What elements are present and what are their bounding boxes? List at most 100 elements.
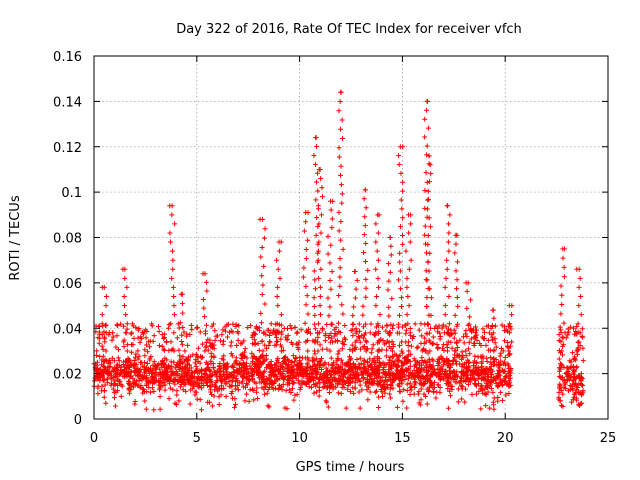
data-point	[367, 330, 373, 336]
data-point	[121, 293, 127, 299]
data-point	[284, 325, 290, 331]
data-point	[311, 304, 317, 310]
data-point	[389, 354, 395, 360]
data-point	[341, 342, 347, 348]
data-point	[135, 365, 141, 371]
data-point	[224, 374, 230, 380]
data-point	[338, 376, 344, 382]
data-point	[297, 386, 303, 392]
data-point	[417, 380, 423, 386]
data-point	[376, 394, 382, 400]
data-point	[171, 359, 177, 365]
data-point	[557, 361, 563, 367]
data-point	[493, 374, 499, 380]
data-point	[317, 371, 323, 377]
data-point	[484, 355, 490, 361]
data-point	[168, 372, 174, 378]
data-point	[474, 371, 480, 377]
data-point	[300, 274, 306, 280]
data-point	[361, 232, 367, 238]
data-point	[187, 332, 193, 338]
data-point	[275, 330, 281, 336]
data-point	[425, 233, 431, 239]
y-tick-label: 0.04	[53, 322, 82, 337]
data-point	[431, 385, 437, 391]
data-point	[483, 392, 489, 398]
data-point	[312, 326, 318, 332]
data-point	[496, 368, 502, 374]
data-point	[360, 303, 366, 309]
x-tick-label: 25	[600, 431, 617, 446]
data-point	[381, 364, 387, 370]
data-point	[507, 324, 513, 330]
data-point	[361, 375, 367, 381]
data-point	[557, 324, 563, 330]
data-point	[452, 373, 458, 379]
data-point	[133, 325, 139, 331]
data-point	[484, 385, 490, 391]
data-point	[489, 332, 495, 338]
data-point	[397, 268, 403, 274]
data-point	[560, 255, 566, 261]
data-point	[370, 380, 376, 385]
data-point	[169, 347, 175, 353]
data-point	[121, 323, 127, 329]
data-point	[274, 334, 280, 340]
data-point	[137, 339, 143, 345]
data-point	[328, 379, 334, 385]
data-point	[363, 321, 369, 327]
data-point	[250, 376, 256, 382]
data-point	[423, 170, 429, 176]
data-point	[400, 241, 406, 247]
data-point	[396, 330, 402, 336]
data-point	[390, 385, 396, 391]
data-point	[336, 378, 342, 384]
data-point	[367, 356, 373, 362]
data-point	[251, 337, 257, 343]
data-point	[244, 382, 250, 388]
data-point	[439, 345, 445, 351]
data-point	[228, 351, 234, 357]
data-point	[347, 357, 353, 363]
data-point	[243, 391, 249, 397]
data-point	[235, 329, 241, 335]
data-point	[365, 267, 371, 273]
data-point	[361, 358, 367, 364]
data-point	[400, 188, 406, 194]
data-point	[353, 330, 359, 336]
data-point	[472, 375, 478, 381]
data-point	[569, 399, 575, 405]
data-point	[278, 336, 284, 342]
data-point	[251, 331, 257, 337]
data-point	[201, 305, 207, 311]
data-point	[212, 337, 218, 343]
data-point	[245, 325, 251, 331]
data-point	[155, 323, 161, 329]
data-point	[160, 382, 166, 388]
data-point	[490, 337, 496, 343]
data-point	[375, 405, 381, 411]
data-point	[578, 376, 584, 382]
data-point	[346, 379, 352, 385]
data-point	[135, 373, 141, 379]
data-point	[476, 381, 482, 387]
data-point	[428, 295, 434, 301]
y-tick-label: 0.12	[53, 141, 82, 156]
data-point	[375, 257, 381, 263]
data-point	[124, 364, 130, 370]
data-point	[265, 386, 271, 392]
data-point	[458, 374, 464, 380]
data-point	[446, 221, 452, 227]
data-point	[292, 325, 298, 331]
data-point	[121, 344, 127, 350]
data-point	[348, 327, 354, 333]
data-point	[194, 324, 200, 330]
data-point	[388, 376, 394, 382]
data-point	[363, 205, 369, 211]
data-point	[490, 399, 496, 405]
data-point	[424, 294, 430, 300]
data-point	[415, 344, 421, 350]
data-point	[326, 313, 332, 319]
data-point	[143, 406, 149, 412]
data-point	[338, 363, 344, 369]
